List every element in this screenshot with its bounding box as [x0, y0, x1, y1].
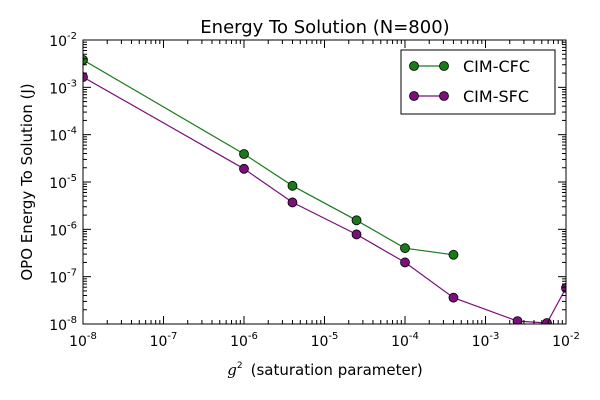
ticks-layer [82, 39, 567, 325]
x-tick-label: 10-3 [472, 331, 500, 350]
legend-marker-cim-sfc [439, 91, 449, 101]
y-tick-exp: -8 [67, 315, 77, 326]
series-layer [83, 54, 566, 324]
chart-title: Energy To Solution (N=800) [200, 17, 449, 38]
x-tick-label: 10-2 [552, 331, 580, 350]
y-tick-label: 10-4 [49, 126, 77, 145]
legend-marker-cim-cfc [409, 61, 419, 71]
y-tick-base: 10 [49, 129, 67, 145]
data-point-cim-sfc [239, 163, 249, 174]
x-tick-exp: -8 [87, 331, 97, 342]
x-tick-base: 10 [391, 334, 409, 350]
y-tick-base: 10 [49, 34, 67, 50]
y-tick-base: 10 [49, 223, 67, 239]
x-axis-label: g2 (saturation parameter) [227, 361, 423, 379]
data-point-cim-cfc [351, 215, 362, 226]
x-tick-exp: -5 [328, 331, 338, 342]
y-tick-base: 10 [49, 176, 67, 192]
x-tick-exp: -4 [409, 331, 419, 342]
data-point-cim-cfc [287, 180, 298, 191]
data-point-cim-sfc [83, 72, 88, 82]
data-point-cim-sfc [351, 229, 362, 240]
x-tick-exp: -6 [248, 331, 258, 342]
y-tick-exp: -3 [67, 78, 77, 89]
x-tick-base: 10 [150, 334, 168, 350]
y-tick-exp: -6 [67, 220, 77, 231]
data-point-cim-sfc [561, 282, 566, 293]
y-tick-base: 10 [49, 81, 67, 97]
tick-labels-layer: 10-8 10-7 10-6 10-5 10-4 10-3 10-210-810-710-6… [49, 31, 580, 350]
data-point-cim-cfc [83, 54, 88, 65]
x-tick-exp: -3 [489, 331, 499, 342]
x-tick-label: 10-8 [69, 331, 97, 350]
x-tick-label: 10-5 [311, 331, 339, 350]
legend-marker-cim-cfc [439, 61, 449, 71]
y-tick-label: 10-8 [49, 315, 77, 334]
x-tick-base: 10 [230, 334, 248, 350]
x-tick-base: 10 [69, 334, 87, 350]
x-tick-label: 10-7 [150, 331, 178, 350]
x-tick-base: 10 [472, 334, 490, 350]
legend-box [400, 49, 556, 115]
data-point-cim-sfc [287, 197, 298, 208]
y-tick-base: 10 [49, 271, 67, 287]
legend: CIM-CFC CIM-SFC [400, 49, 556, 115]
x-tick-base: 10 [552, 334, 570, 350]
legend-label-cim-cfc: CIM-CFC [463, 57, 530, 76]
data-point-cim-sfc [400, 257, 410, 268]
y-tick-exp: -4 [67, 126, 77, 137]
x-axis-symbol: g [227, 361, 237, 379]
x-axis-label-text: (saturation parameter) [251, 361, 423, 379]
data-point-cim-sfc [512, 316, 523, 324]
y-tick-label: 10-6 [49, 220, 77, 239]
data-point-cim-sfc [448, 292, 459, 303]
x-tick-label: 10-6 [230, 331, 258, 350]
y-tick-exp: -7 [67, 268, 77, 279]
y-tick-exp: -2 [67, 31, 77, 42]
y-tick-exp: -5 [67, 173, 77, 184]
x-tick-label: 10-4 [391, 331, 419, 350]
data-point-cim-cfc [448, 249, 459, 260]
x-tick-exp: -2 [570, 331, 580, 342]
x-tick-base: 10 [311, 334, 329, 350]
y-tick-label: 10-7 [49, 268, 77, 287]
data-point-cim-cfc [239, 149, 249, 159]
x-axis-symbol-exp: 2 [237, 361, 243, 371]
legend-marker-cim-sfc [409, 91, 419, 101]
y-tick-label: 10-5 [49, 173, 77, 192]
data-point-cim-sfc [542, 318, 552, 324]
y-tick-label: 10-3 [49, 78, 77, 97]
y-axis-label: OPO Energy To Solution (J) [18, 83, 36, 280]
data-point-cim-cfc [400, 243, 410, 254]
y-tick-base: 10 [49, 318, 67, 334]
legend-label-cim-sfc: CIM-SFC [463, 87, 529, 106]
x-tick-exp: -7 [167, 331, 177, 342]
y-tick-label: 10-2 [49, 31, 77, 50]
series-line-cim-cfc [83, 59, 454, 256]
